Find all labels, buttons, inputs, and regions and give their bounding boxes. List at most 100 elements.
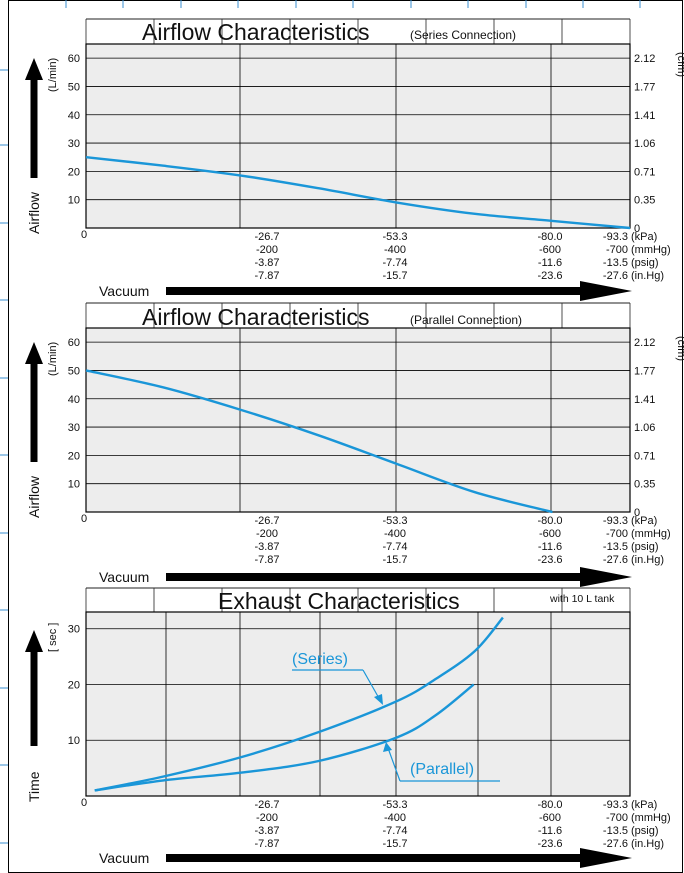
x-tick-label: -200 — [256, 528, 278, 540]
x-tick-label: -200 — [256, 244, 278, 256]
series-line-1 — [94, 616, 504, 792]
y-arrow-shaft — [30, 362, 38, 462]
x-tick-label: -7.87 — [254, 554, 279, 566]
x-unit-label: (kPa) — [631, 515, 657, 527]
x-tick-label: -26.7 — [254, 799, 279, 811]
y-tick-label: 40 — [68, 110, 80, 122]
x-tick-label: -3.87 — [254, 257, 279, 269]
x-arrow — [166, 567, 632, 587]
y-tick-label: 30 — [68, 422, 80, 434]
y2-tick-label: 0.71 — [634, 450, 655, 462]
x-tick-label: -80.0 — [537, 231, 562, 243]
x-origin-label: 0 — [81, 513, 87, 525]
y-tick-label: 30 — [68, 138, 80, 150]
y2-unit: (cfm) — [675, 52, 684, 77]
y-unit: (L/min) — [47, 58, 59, 92]
x-tick-label: -15.7 — [382, 838, 407, 850]
x-tick-label: -13.5 — [603, 825, 628, 837]
y2-tick-label: 1.06 — [634, 422, 655, 434]
x-unit-label: (psig) — [631, 825, 659, 837]
y-arrow-shaft — [30, 650, 38, 746]
y-tick-label: 40 — [68, 394, 80, 406]
x-tick-label: -11.6 — [538, 541, 562, 553]
chart-note: with 10 L tank — [549, 593, 615, 605]
y-arrow-head — [25, 58, 43, 80]
x-tick-label: -93.3 — [603, 515, 628, 527]
y2-tick-label: 1.77 — [634, 365, 655, 377]
x-tick-label: -600 — [539, 528, 561, 540]
y2-tick-label: 0.71 — [634, 166, 655, 178]
y2-unit: (cfm) — [675, 336, 684, 361]
y-unit: (L/min) — [47, 342, 59, 376]
y2-tick-label: 1.41 — [634, 394, 655, 406]
x-origin-label: 0 — [81, 229, 87, 241]
x-tick-label: -700 — [606, 812, 628, 824]
y-tick-label: 20 — [68, 679, 80, 691]
x-tick-label: -80.0 — [537, 515, 562, 527]
series-line-1 — [85, 156, 631, 230]
series-line-2 — [94, 683, 475, 792]
y-tick-label: 10 — [68, 735, 80, 747]
x-tick-label: -53.3 — [382, 799, 407, 811]
x-tick-label: -80.0 — [537, 799, 562, 811]
x-tick-label: -26.7 — [254, 515, 279, 527]
chart-subtitle: (Series Connection) — [410, 28, 516, 42]
y-tick-label: 50 — [68, 81, 80, 93]
plot-area — [85, 611, 631, 797]
x-tick-label: -23.6 — [537, 270, 562, 282]
chart-subtitle: (Parallel Connection) — [410, 313, 522, 327]
x-unit-label: (in.Hg) — [631, 554, 664, 566]
x-unit-label: (in.Hg) — [631, 838, 664, 850]
y-arrow-head — [25, 630, 43, 652]
x-tick-label: -7.74 — [382, 257, 407, 269]
x-tick-label: -400 — [384, 244, 406, 256]
x-unit-label: (psig) — [631, 541, 659, 553]
plot-area — [85, 43, 631, 229]
x-tick-label: -13.5 — [603, 257, 628, 269]
x-unit-label: (in.Hg) — [631, 270, 664, 282]
y-tick-label: 20 — [68, 166, 80, 178]
x-tick-label: -27.6 — [603, 270, 628, 282]
x-tick-label: -15.7 — [382, 554, 407, 566]
y2-tick-label: 1.41 — [634, 110, 655, 122]
y-tick-label: 30 — [68, 624, 80, 636]
x-tick-label: -11.6 — [538, 825, 562, 837]
x-tick-label: -3.87 — [254, 825, 279, 837]
x-tick-label: -3.87 — [254, 541, 279, 553]
x-tick-label: -700 — [606, 528, 628, 540]
y2-tick-label: 1.06 — [634, 138, 655, 150]
x-axis-label: Vacuum — [99, 283, 149, 299]
x-tick-label: -53.3 — [382, 515, 407, 527]
y-axis-label: Airflow — [26, 191, 42, 234]
x-tick-label: -26.7 — [254, 231, 279, 243]
x-axis-label: Vacuum — [99, 569, 149, 585]
x-unit-label: (psig) — [631, 257, 659, 269]
series-label-parallel: (Parallel) — [410, 761, 474, 778]
x-tick-label: -13.5 — [603, 541, 628, 553]
x-unit-label: (mmHg) — [631, 812, 671, 824]
x-tick-label: -7.74 — [382, 825, 407, 837]
series-callout-arrow — [374, 694, 383, 705]
y2-tick-label: 0 — [634, 223, 640, 235]
x-tick-label: -7.87 — [254, 838, 279, 850]
x-tick-label: -7.74 — [382, 541, 407, 553]
y-axis-label: Airflow — [26, 475, 42, 518]
y-tick-label: 20 — [68, 450, 80, 462]
y2-tick-label: 2.12 — [634, 337, 655, 349]
y-tick-label: 60 — [68, 53, 80, 65]
parallel-callout-arrow — [383, 742, 392, 752]
x-tick-label: -23.6 — [537, 838, 562, 850]
parallel-callout-leader — [387, 747, 401, 782]
x-tick-label: -400 — [384, 812, 406, 824]
x-tick-label: -27.6 — [603, 838, 628, 850]
x-tick-label: -600 — [539, 244, 561, 256]
y-arrow-head — [25, 342, 43, 364]
chart-2: Airflow Characteristics (Parallel Connect… — [25, 302, 684, 587]
x-tick-label: -7.87 — [254, 270, 279, 282]
x-tick-label: -400 — [384, 528, 406, 540]
x-arrow — [166, 281, 632, 301]
y-arrow-shaft — [30, 78, 38, 178]
x-tick-label: -200 — [256, 812, 278, 824]
x-unit-label: (mmHg) — [631, 528, 671, 540]
